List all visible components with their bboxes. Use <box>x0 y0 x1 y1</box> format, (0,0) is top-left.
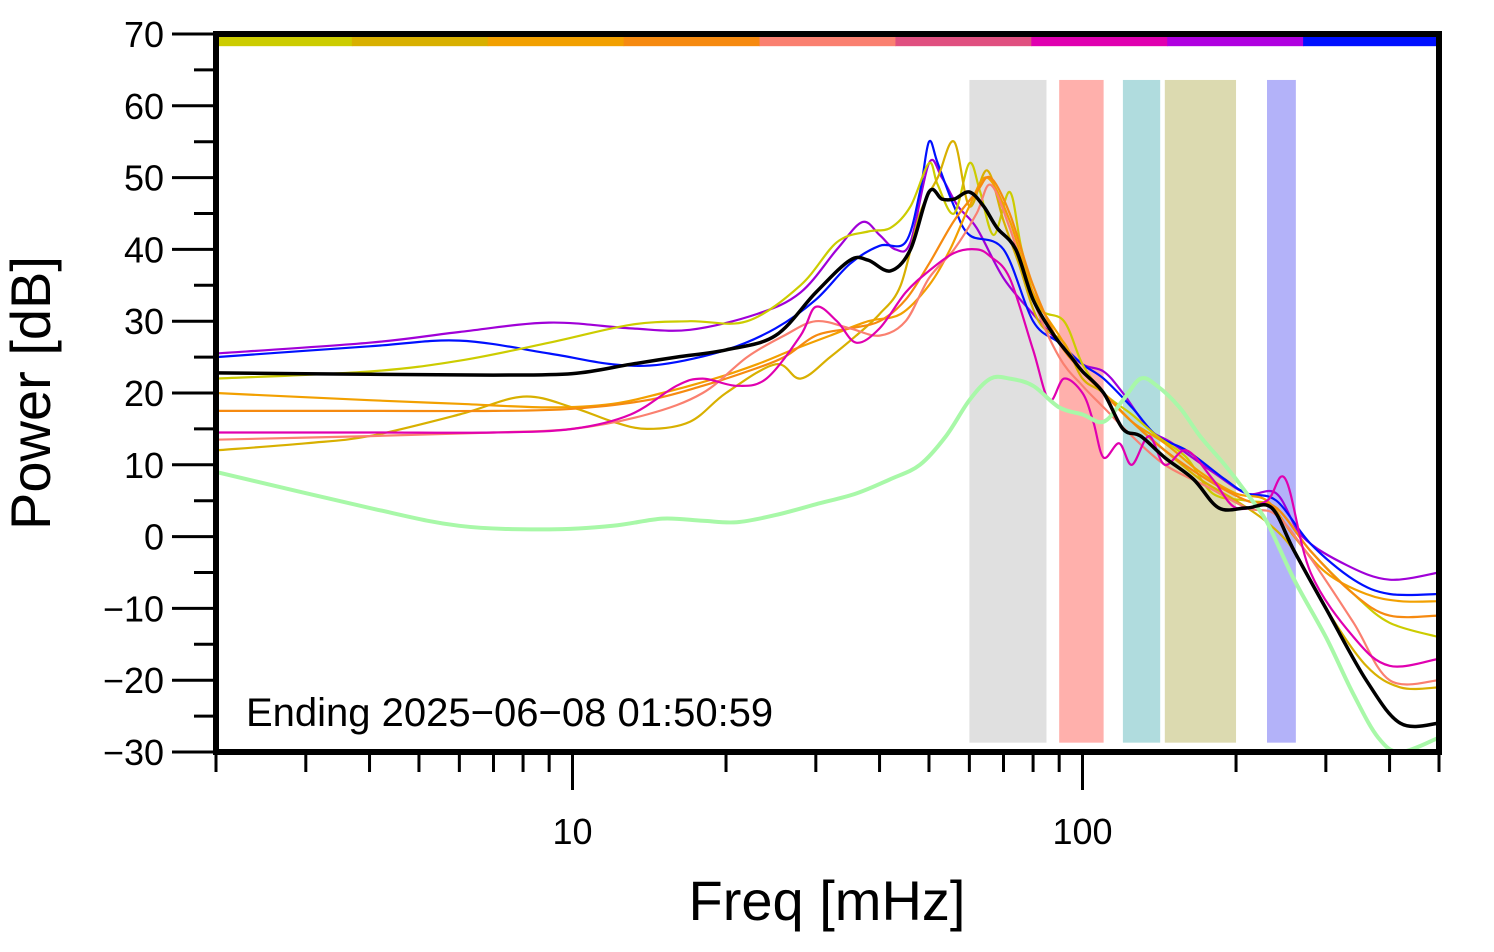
y-tick-label: 50 <box>124 158 164 199</box>
series-line <box>216 176 1439 603</box>
y-tick-label: −30 <box>103 732 164 773</box>
y-tick-label: −20 <box>103 660 164 701</box>
series-line <box>216 161 1439 639</box>
color-bar-segment <box>759 36 896 47</box>
frequency-bands <box>969 79 1296 743</box>
color-bar-segment <box>1031 36 1168 47</box>
frequency-band <box>1266 79 1296 743</box>
x-tick-label: 100 <box>1052 811 1112 852</box>
series-line <box>216 187 1439 729</box>
frequency-band <box>1164 79 1237 743</box>
series-line <box>216 248 1439 668</box>
color-bar <box>216 36 1440 47</box>
y-tick-label: 0 <box>144 517 164 558</box>
color-bar-segment <box>1167 36 1304 47</box>
x-axis: 10 100 <box>214 752 1441 852</box>
series-line <box>216 175 1439 619</box>
y-axis: −30 −20 −10 0 10 20 30 40 50 60 70 <box>103 14 216 773</box>
y-tick-label: 40 <box>124 229 164 270</box>
x-tick-label: 10 <box>552 811 592 852</box>
color-bar-segment <box>1303 36 1440 47</box>
spectrum-series <box>216 139 1439 752</box>
color-bar-segment <box>623 36 761 47</box>
frequency-band <box>969 79 1047 743</box>
y-tick-label: 30 <box>124 301 164 342</box>
color-bar-segment <box>216 36 353 47</box>
y-tick-label: 10 <box>124 445 164 486</box>
y-tick-label: 20 <box>124 373 164 414</box>
y-tick-label: 70 <box>124 14 164 55</box>
x-axis-title: Freq [mHz] <box>689 869 966 932</box>
y-tick-label: 60 <box>124 86 164 127</box>
series-line <box>216 374 1439 752</box>
y-axis-title: Power [dB] <box>0 256 62 530</box>
color-bar-segment <box>895 36 1032 47</box>
color-bar-segment <box>487 36 625 47</box>
y-tick-label: −10 <box>103 588 164 629</box>
color-bar-segment <box>351 36 489 47</box>
series-line <box>216 140 1439 691</box>
annotation-text: Ending 2025−06−08 01:50:59 <box>246 691 773 735</box>
